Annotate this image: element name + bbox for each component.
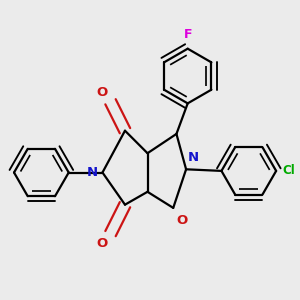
Text: N: N bbox=[188, 151, 199, 164]
Text: F: F bbox=[184, 28, 192, 41]
Text: O: O bbox=[176, 214, 188, 227]
Text: N: N bbox=[86, 166, 98, 179]
Text: O: O bbox=[97, 237, 108, 250]
Text: Cl: Cl bbox=[283, 164, 295, 177]
Text: O: O bbox=[97, 85, 108, 98]
